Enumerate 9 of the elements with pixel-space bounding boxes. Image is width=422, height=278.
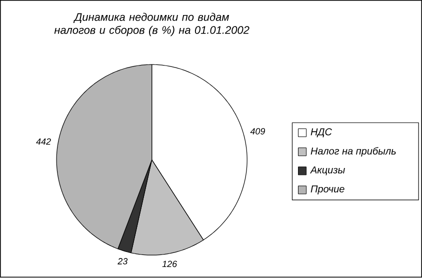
legend-label: Акцизы [310, 166, 345, 176]
legend-label: НДС [310, 128, 332, 138]
legend-label: Прочие [310, 186, 344, 195]
data-label: 442 [36, 138, 51, 145]
data-label: 409 [250, 128, 266, 135]
legend-label: Налог на прибыль [310, 147, 396, 157]
data-label: 23 [118, 258, 128, 265]
data-label: 126 [162, 260, 178, 268]
chart-title: Динамика недоимки по видам налогов и сборов (в %) на 01.01.2002 [54, 13, 250, 36]
